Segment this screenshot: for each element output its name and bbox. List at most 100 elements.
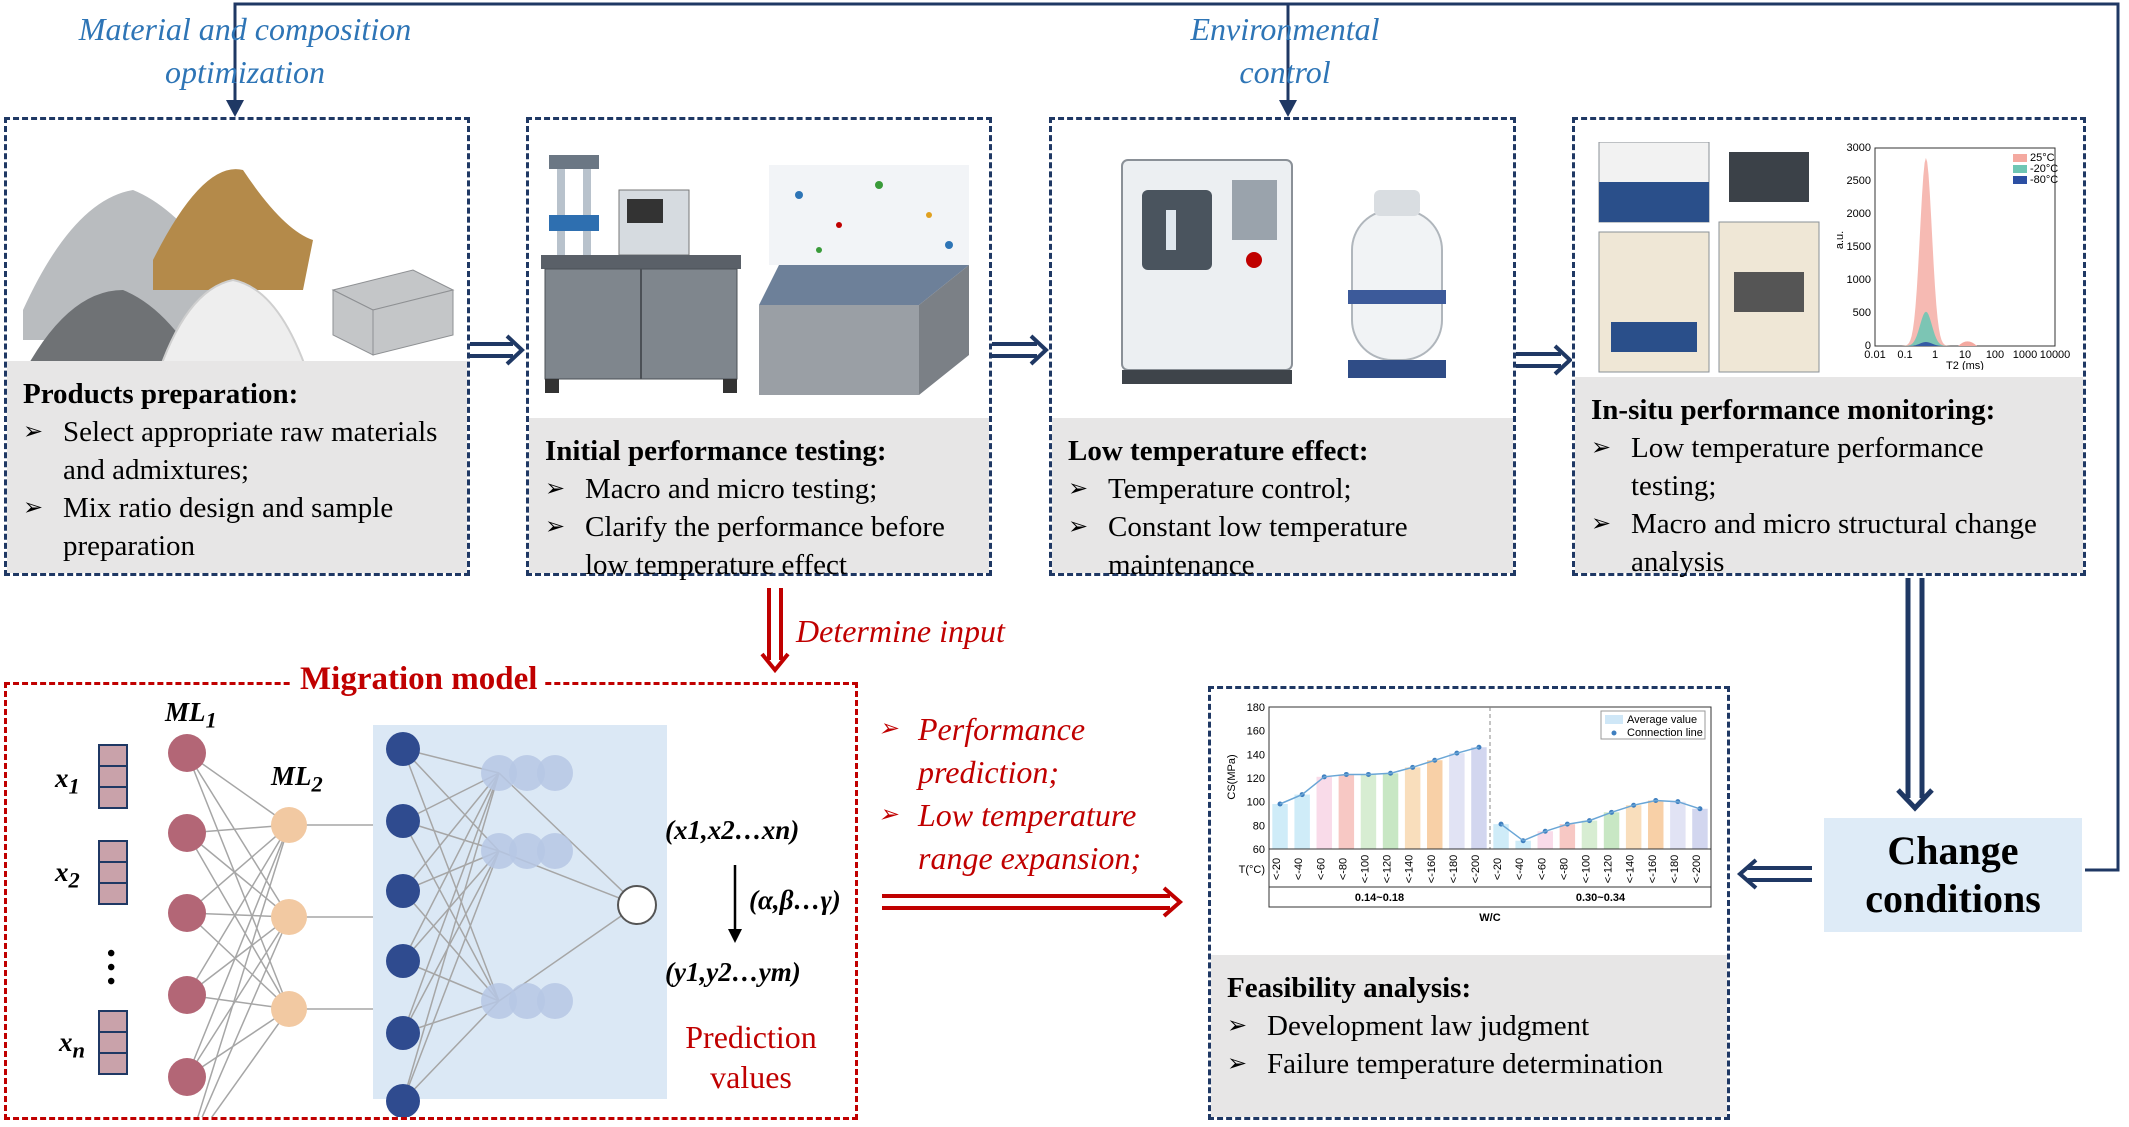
temperature-label: <-160 [1647,855,1659,883]
data-point [1476,744,1482,750]
bar [1625,805,1642,849]
connection-line [1500,799,1701,842]
bar [1648,800,1664,849]
group-row [1268,886,1712,908]
connection-line [402,748,500,1002]
bullet-item: ➢ Failure temperature determination [1227,1045,1711,1083]
feedback-loop-line [233,2,2120,872]
bullet-item: ➢ Performance prediction; [878,708,1198,794]
y-tick-label: 0 [1865,340,1871,352]
connection-line [402,820,500,1002]
x-tick-label: 100 [1986,349,2004,361]
arrow-bullet-icon: ➢ [545,514,566,540]
legend-label: -20°C [2030,163,2058,175]
y-tick-label: 160 [1247,726,1265,738]
input-vector-cell [98,1031,128,1054]
y-tick-label: 3000 [1847,142,1871,154]
ml2-label: ML2 [271,761,323,797]
stage-products-preparation: Products preparation: ➢ Select appropriat… [4,117,470,576]
stage-low-temperature-effect: Low temperature effect: ➢ Temperature con… [1049,117,1516,581]
temperature-label: <-120 [1382,855,1394,883]
bullet-item: ➢ Development law judgment [1227,1007,1711,1045]
y-tick-label: 1500 [1847,241,1871,253]
connection-line [186,752,290,826]
hidden-node-faded [509,833,545,869]
input-vector-cell [98,744,128,767]
connection-line [186,916,290,1078]
dewar-tank [1348,190,1446,378]
hidden-node [386,874,420,908]
connection-line [1279,746,1480,805]
temperature-label: <-60 [1536,858,1548,880]
input-vector-cell [98,1010,128,1033]
arrow-monitoring-to-change [1896,578,1934,812]
arrow-bullet-icon: ➢ [23,495,44,521]
arrow-bullet-icon: ➢ [1591,511,1612,537]
connection-line [402,772,500,892]
x-tick-label: 10 [1959,349,1971,361]
bar [1670,801,1686,849]
bar [1272,804,1288,849]
connection-line [197,824,290,1117]
ml2-node [271,807,307,843]
bar [1360,774,1377,849]
input-vector-cell [98,840,128,863]
group-label: 0.30~0.34 [1576,892,1626,904]
connection-line [186,824,290,1078]
y-tick-label: 140 [1247,749,1265,761]
output-node [617,885,657,925]
y-tick-label: 120 [1247,773,1265,785]
hidden-node-faded [481,983,517,1019]
connection-line [211,1008,290,1117]
environmental-control-label: Environmental control [1190,11,1380,90]
legend-swatch [1611,730,1617,736]
hidden-node-faded [537,755,573,791]
stage-title: In-situ performance monitoring: [1591,394,1996,426]
arrow-bullet-icon: ➢ [23,419,44,445]
arrow-bullet-icon: ➢ [545,476,566,502]
arrow-stage2-to-stage3 [992,334,1049,366]
determine-input-label: Determine input [796,613,1005,649]
x-tick-label: 0.1 [1897,349,1912,361]
series-minus80c-area [1895,342,1974,346]
input-vector-cell [98,882,128,905]
feedback-arrowhead-material [226,100,244,117]
input-vector-cell [98,1052,128,1075]
bullet-item: ➢ Macro and micro structural change analy… [1591,505,2067,581]
connection-line [186,912,290,1010]
stage-title: Feasibility analysis: [1227,972,1472,1004]
hidden-node [386,732,420,766]
temperature-label: <-160 [1426,855,1438,883]
temperature-label: <-180 [1669,855,1681,883]
bullet-item: ➢ Temperature control; [1068,470,1497,508]
arrow-migration-to-feasibility [882,886,1184,918]
connection-line [402,772,500,1102]
temperature-label: <-120 [1603,855,1615,883]
ml1-node [168,976,206,1014]
input-xn-label: xn [59,1027,86,1063]
temperature-label: <-40 [1293,858,1305,880]
legend-label: 25°C [2030,152,2055,164]
stage-feasibility-analysis: 180 160 140 120 100 80 60 CS(MPa) T(°C) <-20 <-40 <… [1208,686,1730,1120]
stage-text-panel: Products preparation: ➢ Select appropriat… [7,361,467,573]
stage-initial-performance-testing: Initial performance testing: ➢ Macro and … [526,117,992,581]
bar [1493,824,1509,849]
input-vector-cell [98,786,128,809]
hidden-node-faded [509,755,545,791]
connection-line [402,1000,500,1102]
hidden-node-faded [509,983,545,1019]
x-tick-label: 0.01 [1864,349,1885,361]
bullet-item: ➢ Low temperature performance testing; [1591,429,2067,505]
bar [1294,794,1310,849]
material-optimization-label: Material and composition optimization [78,11,412,90]
microstructure-cube [759,165,969,395]
series-25c-small-peak [1958,341,1977,346]
y-tick-label: 100 [1247,797,1265,809]
temperature-label: <-180 [1448,855,1460,883]
ml1-node [168,814,206,852]
group-label: 0.14~0.18 [1355,892,1404,904]
bullet-item: ➢ Clarify the performance before low temp… [545,508,973,584]
freezer-illustration [1121,159,1446,384]
prediction-bullets: ➢ Performance prediction; ➢ Low temperature… [878,708,1198,880]
